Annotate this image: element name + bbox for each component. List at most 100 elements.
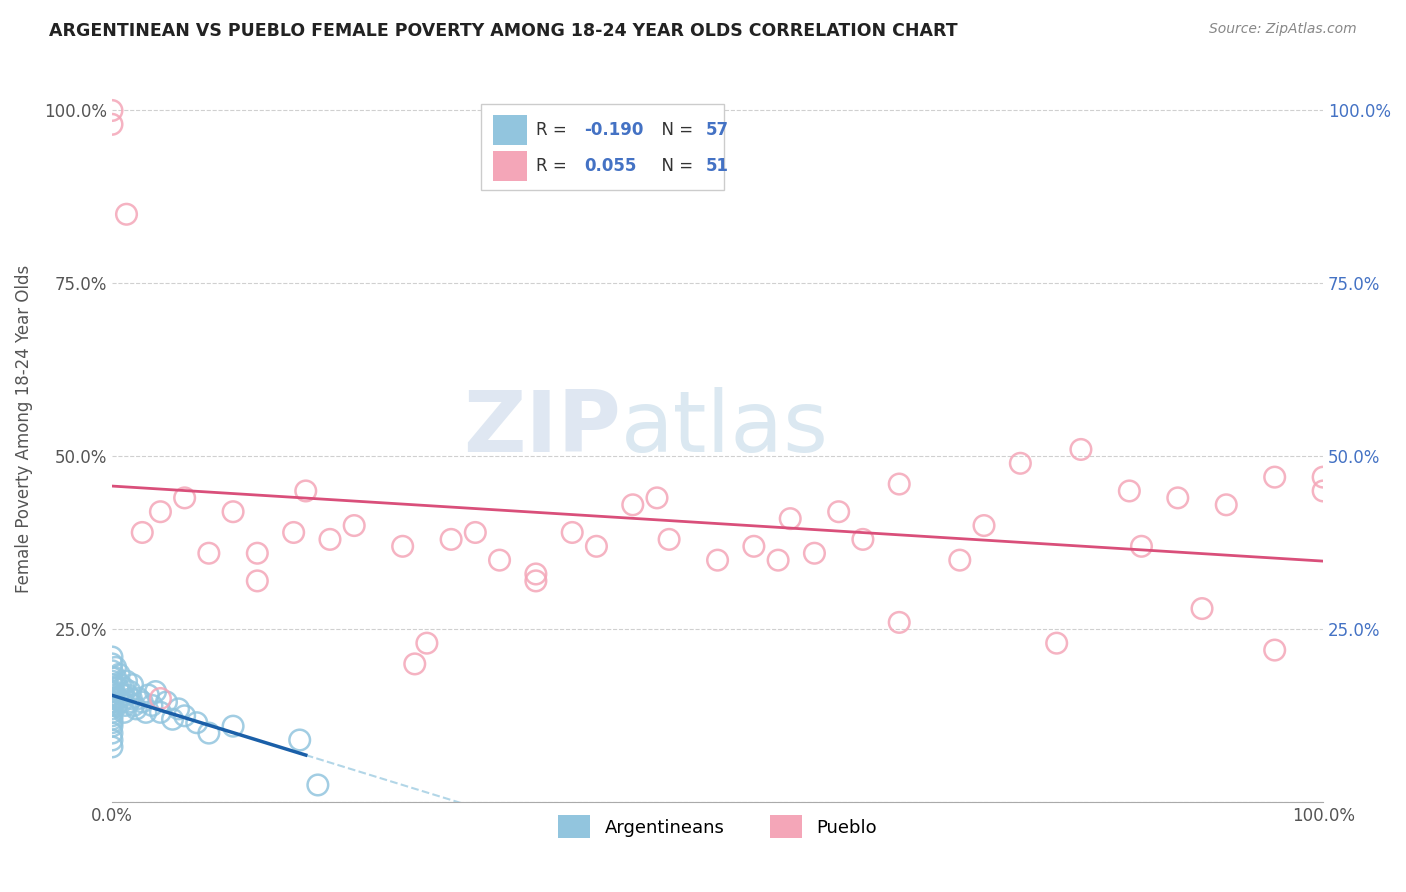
Text: ARGENTINEAN VS PUEBLO FEMALE POVERTY AMONG 18-24 YEAR OLDS CORRELATION CHART: ARGENTINEAN VS PUEBLO FEMALE POVERTY AMO… — [49, 22, 957, 40]
Point — [621, 498, 644, 512]
Text: Source: ZipAtlas.com: Source: ZipAtlas.com — [1209, 22, 1357, 37]
Point — [101, 706, 124, 720]
Point — [246, 574, 269, 588]
Bar — [494, 151, 527, 181]
Point — [162, 712, 184, 726]
Text: 51: 51 — [706, 157, 728, 175]
Point — [440, 533, 463, 547]
Point — [645, 491, 668, 505]
Point — [101, 103, 124, 118]
Point — [104, 660, 127, 674]
Point — [108, 667, 131, 681]
Point — [1118, 483, 1140, 498]
Point — [561, 525, 583, 540]
Point — [288, 733, 311, 747]
Point — [101, 715, 124, 730]
Point — [101, 678, 124, 692]
Point — [173, 491, 195, 505]
Point — [1264, 470, 1286, 484]
FancyBboxPatch shape — [481, 103, 724, 190]
Point — [145, 684, 167, 698]
Text: -0.190: -0.190 — [585, 120, 644, 139]
Point — [115, 207, 138, 221]
Point — [1215, 498, 1237, 512]
Point — [122, 698, 145, 713]
Point — [973, 518, 995, 533]
Point — [779, 511, 801, 525]
Point — [1191, 601, 1213, 615]
Point — [101, 708, 124, 723]
Point — [101, 726, 124, 740]
Point — [198, 726, 221, 740]
Point — [111, 695, 134, 709]
Point — [1010, 456, 1032, 470]
Point — [101, 719, 124, 733]
Point — [118, 695, 141, 709]
Point — [246, 546, 269, 560]
Point — [104, 671, 127, 685]
Text: R =: R = — [536, 120, 572, 139]
Point — [149, 706, 172, 720]
Point — [488, 553, 510, 567]
Point — [294, 483, 316, 498]
Point — [198, 546, 221, 560]
Point — [107, 691, 129, 706]
Point — [343, 518, 366, 533]
Point — [121, 678, 143, 692]
Point — [101, 688, 124, 702]
Point — [111, 688, 134, 702]
Point — [101, 695, 124, 709]
Point — [706, 553, 728, 567]
Point — [222, 719, 245, 733]
Text: 57: 57 — [706, 120, 728, 139]
Point — [101, 702, 124, 716]
Point — [107, 681, 129, 695]
Point — [1312, 470, 1334, 484]
Point — [117, 688, 139, 702]
Point — [101, 117, 124, 131]
Point — [110, 678, 132, 692]
Point — [120, 684, 142, 698]
Point — [803, 546, 825, 560]
Point — [852, 533, 875, 547]
Point — [766, 553, 789, 567]
Point — [115, 674, 138, 689]
Point — [742, 539, 765, 553]
Point — [319, 533, 342, 547]
Point — [1167, 491, 1189, 505]
Point — [101, 657, 124, 671]
Point — [135, 706, 157, 720]
Text: N =: N = — [651, 120, 699, 139]
Point — [889, 477, 911, 491]
Point — [658, 533, 681, 547]
Point — [585, 539, 607, 553]
Point — [120, 691, 142, 706]
Bar — [494, 115, 527, 145]
Point — [101, 698, 124, 713]
Point — [464, 525, 486, 540]
Point — [186, 715, 208, 730]
Point — [173, 708, 195, 723]
Point — [222, 505, 245, 519]
Point — [101, 712, 124, 726]
Point — [524, 574, 547, 588]
Point — [131, 695, 153, 709]
Point — [125, 702, 148, 716]
Point — [307, 778, 329, 792]
Point — [112, 681, 135, 695]
Point — [101, 684, 124, 698]
Text: 0.055: 0.055 — [585, 157, 637, 175]
Point — [416, 636, 439, 650]
Point — [114, 698, 136, 713]
Point — [1264, 643, 1286, 657]
Point — [141, 698, 163, 713]
Text: ZIP: ZIP — [463, 387, 620, 470]
Point — [131, 525, 153, 540]
Point — [155, 695, 177, 709]
Y-axis label: Female Poverty Among 18-24 Year Olds: Female Poverty Among 18-24 Year Olds — [15, 265, 32, 593]
Point — [1130, 539, 1153, 553]
Point — [101, 674, 124, 689]
Point — [101, 650, 124, 665]
Point — [128, 691, 150, 706]
Text: R =: R = — [536, 157, 572, 175]
